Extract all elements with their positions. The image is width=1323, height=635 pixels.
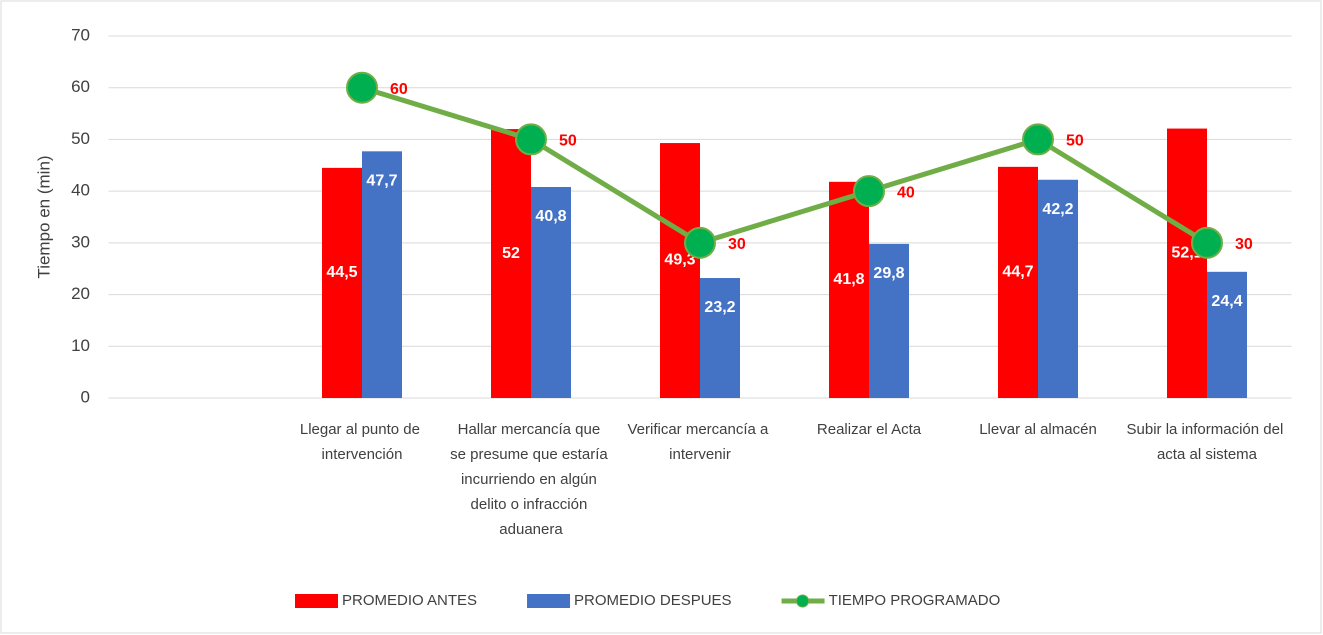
line-marker	[853, 175, 885, 208]
x-tick-label-line: Hallar mercancía que	[458, 421, 605, 438]
data-label: 23,2	[704, 299, 735, 316]
data-label: 30	[728, 236, 746, 253]
data-label: 52	[502, 245, 520, 262]
x-tick-label-line: intervención	[322, 446, 403, 463]
x-tick-label: Verificar mercancía a intervenir	[627, 421, 772, 463]
x-tick-label: Realizar el Acta	[817, 421, 922, 438]
data-label: 24,4	[1211, 293, 1242, 310]
y-axis-label: Tiempo en (min)	[34, 155, 53, 278]
y-tick-label: 30	[71, 232, 90, 251]
legend-label: PROMEDIO DESPUES	[574, 592, 732, 609]
x-tick-label-line: se presume que estaría	[450, 446, 612, 463]
bar	[491, 129, 531, 399]
y-tick-label: 70	[71, 25, 90, 44]
bar	[1207, 271, 1247, 398]
y-tick-label: 20	[71, 284, 90, 303]
x-tick-label: Llevar al almacén	[979, 421, 1097, 438]
y-tick-label: 50	[71, 129, 90, 148]
x-tick-label-line: Realizar el Acta	[817, 421, 922, 438]
data-label: 42,2	[1042, 201, 1073, 218]
legend-label: PROMEDIO ANTES	[342, 592, 477, 609]
data-label: 44,7	[1002, 264, 1033, 281]
bar	[998, 166, 1038, 398]
y-tick-label: 10	[71, 336, 90, 355]
x-tick-label: Subir la información del acta al sistema	[1127, 421, 1288, 463]
bar	[700, 278, 740, 398]
bar	[1038, 179, 1078, 398]
x-tick-label-line: acta al sistema	[1157, 446, 1258, 463]
x-tick-label: Llegar al punto de intervención	[300, 421, 424, 463]
x-tick-label-line: incurriendo en algún	[461, 471, 601, 488]
data-label: 47,7	[366, 173, 397, 190]
line-marker	[346, 71, 378, 104]
bar	[1167, 128, 1207, 398]
x-tick-label-line: delito o infracción	[471, 496, 592, 513]
legend-swatch	[796, 594, 810, 608]
y-tick-label: 0	[81, 387, 90, 406]
data-label: 50	[1066, 133, 1084, 150]
line-marker	[515, 123, 547, 156]
legend-swatch	[527, 594, 571, 608]
data-label: 50	[559, 133, 577, 150]
data-label: 41,8	[833, 271, 864, 288]
bar	[531, 187, 571, 398]
x-tick-label-line: aduanera	[499, 521, 563, 538]
data-label: 30	[1235, 236, 1253, 253]
legend-label: TIEMPO PROGRAMADO	[829, 592, 1001, 609]
x-tick-label-line: Verificar mercancía a	[627, 421, 772, 438]
bar	[660, 143, 700, 398]
bar	[322, 167, 362, 398]
x-tick-label-line: intervenir	[669, 446, 731, 463]
y-tick-label: 40	[71, 181, 90, 200]
line-marker	[684, 226, 716, 259]
line-marker	[1022, 123, 1054, 156]
x-tick-label: Hallar mercancía que se presume que esta…	[450, 421, 612, 538]
x-tick-label-line: Llegar al punto de	[300, 421, 424, 438]
y-tick-label: 60	[71, 77, 90, 96]
x-tick-label-line: Subir la información del	[1127, 421, 1288, 438]
data-label: 60	[390, 81, 408, 98]
x-tick-label-line: Llevar al almacén	[979, 421, 1097, 438]
data-label: 40,8	[535, 208, 566, 225]
line-marker	[1191, 226, 1223, 259]
line	[361, 85, 1209, 246]
data-label: 44,5	[326, 264, 357, 281]
bar	[829, 181, 869, 398]
bar	[362, 151, 402, 398]
legend-swatch	[295, 594, 338, 608]
data-label: 29,8	[873, 265, 904, 282]
bar	[869, 243, 909, 398]
data-label: 40	[897, 184, 915, 201]
data-label: 49,3	[664, 252, 695, 269]
